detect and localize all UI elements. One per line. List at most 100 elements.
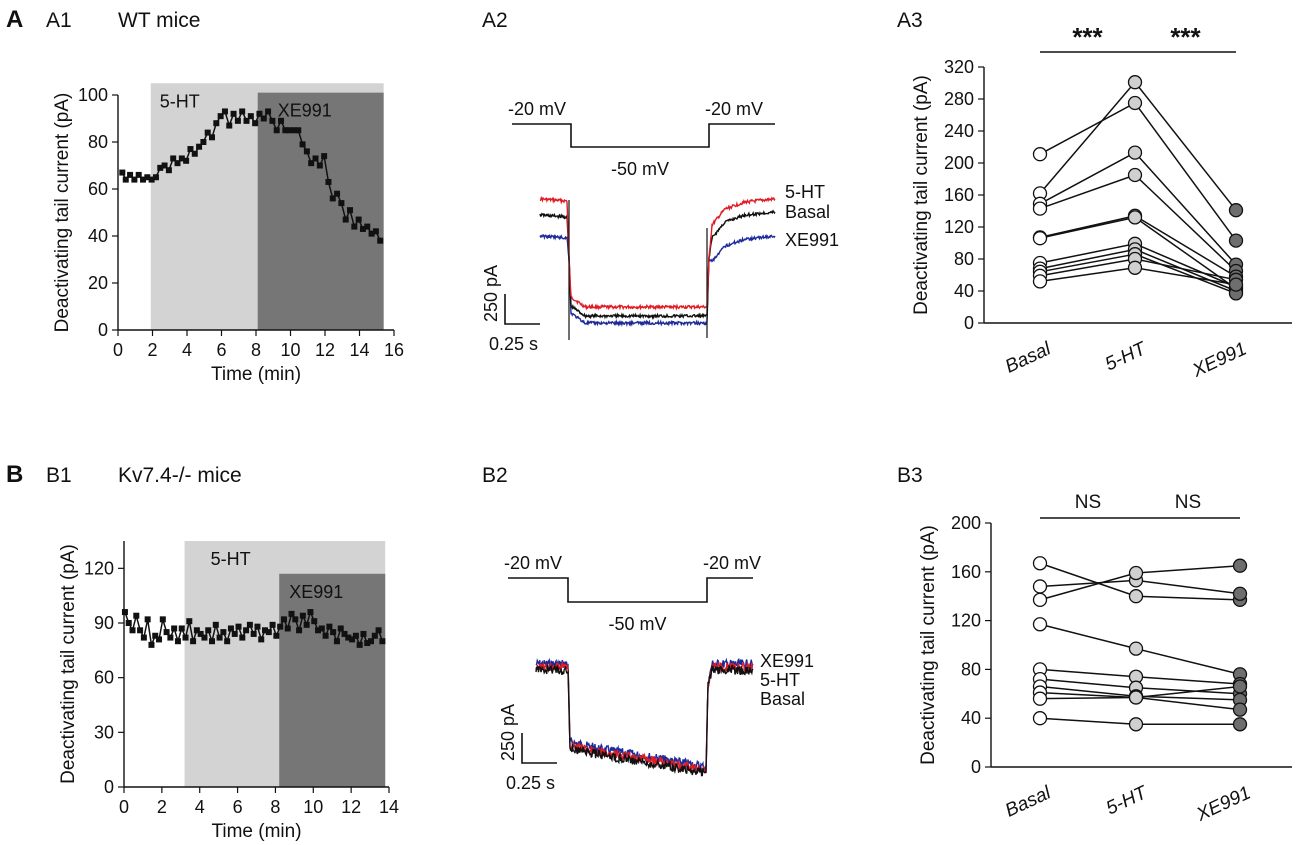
shade-label-xe991: XE991: [278, 101, 332, 121]
panel-label-a2: A2: [482, 9, 508, 32]
data-point: [131, 176, 138, 183]
data-point: [329, 195, 336, 202]
data-point: [260, 115, 267, 122]
data-point: [355, 216, 362, 223]
data-point: [1127, 210, 1143, 225]
data-point: [333, 638, 340, 645]
y-tick-label: 120: [951, 611, 981, 631]
data-point: [209, 638, 216, 645]
data-point: [1228, 233, 1244, 248]
data-point: [224, 638, 231, 645]
data-point: [204, 129, 211, 136]
chart-b3: 0 40 80 120 160 200 Deactivating tail current …: [918, 492, 1292, 826]
data-point: [221, 108, 228, 115]
data-point: [152, 632, 159, 639]
data-point: [265, 108, 272, 115]
data-point: [315, 627, 322, 634]
data-point: [127, 171, 134, 178]
data-point: [330, 629, 337, 636]
data-point: [119, 169, 126, 176]
data-point: [277, 623, 284, 630]
data-point: [1032, 556, 1048, 571]
data-point: [351, 223, 358, 230]
data-point: [152, 174, 159, 181]
data-point: [368, 638, 375, 645]
data-point: [326, 623, 333, 630]
panel-label-a: A: [6, 6, 23, 33]
y-tick-label: 40: [88, 226, 108, 246]
data-point: [1128, 717, 1144, 732]
data-point: [269, 621, 276, 628]
data-point: [349, 636, 356, 643]
trace-label: 5-HT: [785, 182, 825, 202]
data-point: [1032, 201, 1048, 216]
data-point: [256, 110, 263, 117]
shade-label-5ht: 5-HT: [160, 91, 200, 111]
x-tick-label: 12: [315, 340, 335, 360]
data-point: [347, 207, 354, 214]
data-point: [1232, 702, 1248, 717]
data-point: [356, 641, 363, 648]
y-tick-label: 60: [94, 668, 114, 688]
y-tick-label: 40: [954, 281, 974, 301]
data-point: [227, 625, 234, 632]
data-point: [296, 627, 303, 634]
data-point: [307, 609, 314, 616]
data-point: [201, 634, 208, 641]
data-point: [278, 117, 285, 124]
data-point: [156, 636, 163, 643]
y-tick-label: 280: [944, 89, 974, 109]
shade-label-5ht: 5-HT: [211, 549, 251, 569]
y-axis-label: Deactivating tail current (pA): [911, 75, 932, 315]
data-point: [170, 155, 177, 162]
data-point: [338, 200, 345, 207]
data-point: [174, 638, 181, 645]
data-point: [167, 634, 174, 641]
data-point: [231, 630, 238, 637]
data-point: [360, 630, 367, 637]
category-label: XE991: [1193, 782, 1254, 826]
scale-bar-current-label: 250 pA: [498, 704, 518, 761]
data-point: [191, 150, 198, 157]
panel-label-b1: B1: [46, 464, 72, 487]
data-point: [322, 632, 329, 639]
trace-basal: [535, 663, 754, 777]
trace-label: Basal: [760, 689, 805, 709]
data-point: [337, 625, 344, 632]
scale-bar: [521, 733, 557, 764]
data-point: [290, 127, 297, 134]
data-point: [239, 634, 246, 641]
shade-xe991: [279, 573, 386, 787]
data-point: [163, 629, 170, 636]
data-point: [345, 634, 352, 641]
y-tick-label: 90: [94, 613, 114, 633]
data-point: [1127, 75, 1143, 90]
data-point: [125, 620, 132, 626]
data-point: [288, 610, 295, 617]
x-tick-label: 6: [216, 340, 226, 360]
data-point: [316, 162, 323, 169]
y-axis-label: Deactivating tail current (pA): [52, 93, 73, 333]
data-point: [137, 627, 144, 634]
data-point: [1127, 167, 1143, 183]
voltage-label: -20 mV: [705, 99, 763, 119]
y-tick-label: 80: [88, 132, 108, 152]
data-point: [159, 616, 166, 623]
panel-label-b: B: [6, 461, 23, 488]
data-point: [200, 139, 207, 145]
data-point: [280, 616, 287, 623]
data-point: [1127, 145, 1143, 160]
x-tick-label: 0: [119, 797, 129, 817]
trace-label: 5-HT: [760, 670, 800, 690]
data-point: [243, 117, 250, 124]
data-point: [265, 629, 272, 636]
data-point: [1032, 274, 1048, 289]
data-point: [299, 141, 306, 148]
y-tick-label: 0: [104, 777, 114, 797]
data-point: [178, 155, 185, 162]
y-tick-label: 320: [944, 57, 974, 77]
trace-label: XE991: [760, 651, 814, 671]
data-point: [1128, 589, 1144, 604]
category-label: Basal: [1002, 782, 1055, 821]
